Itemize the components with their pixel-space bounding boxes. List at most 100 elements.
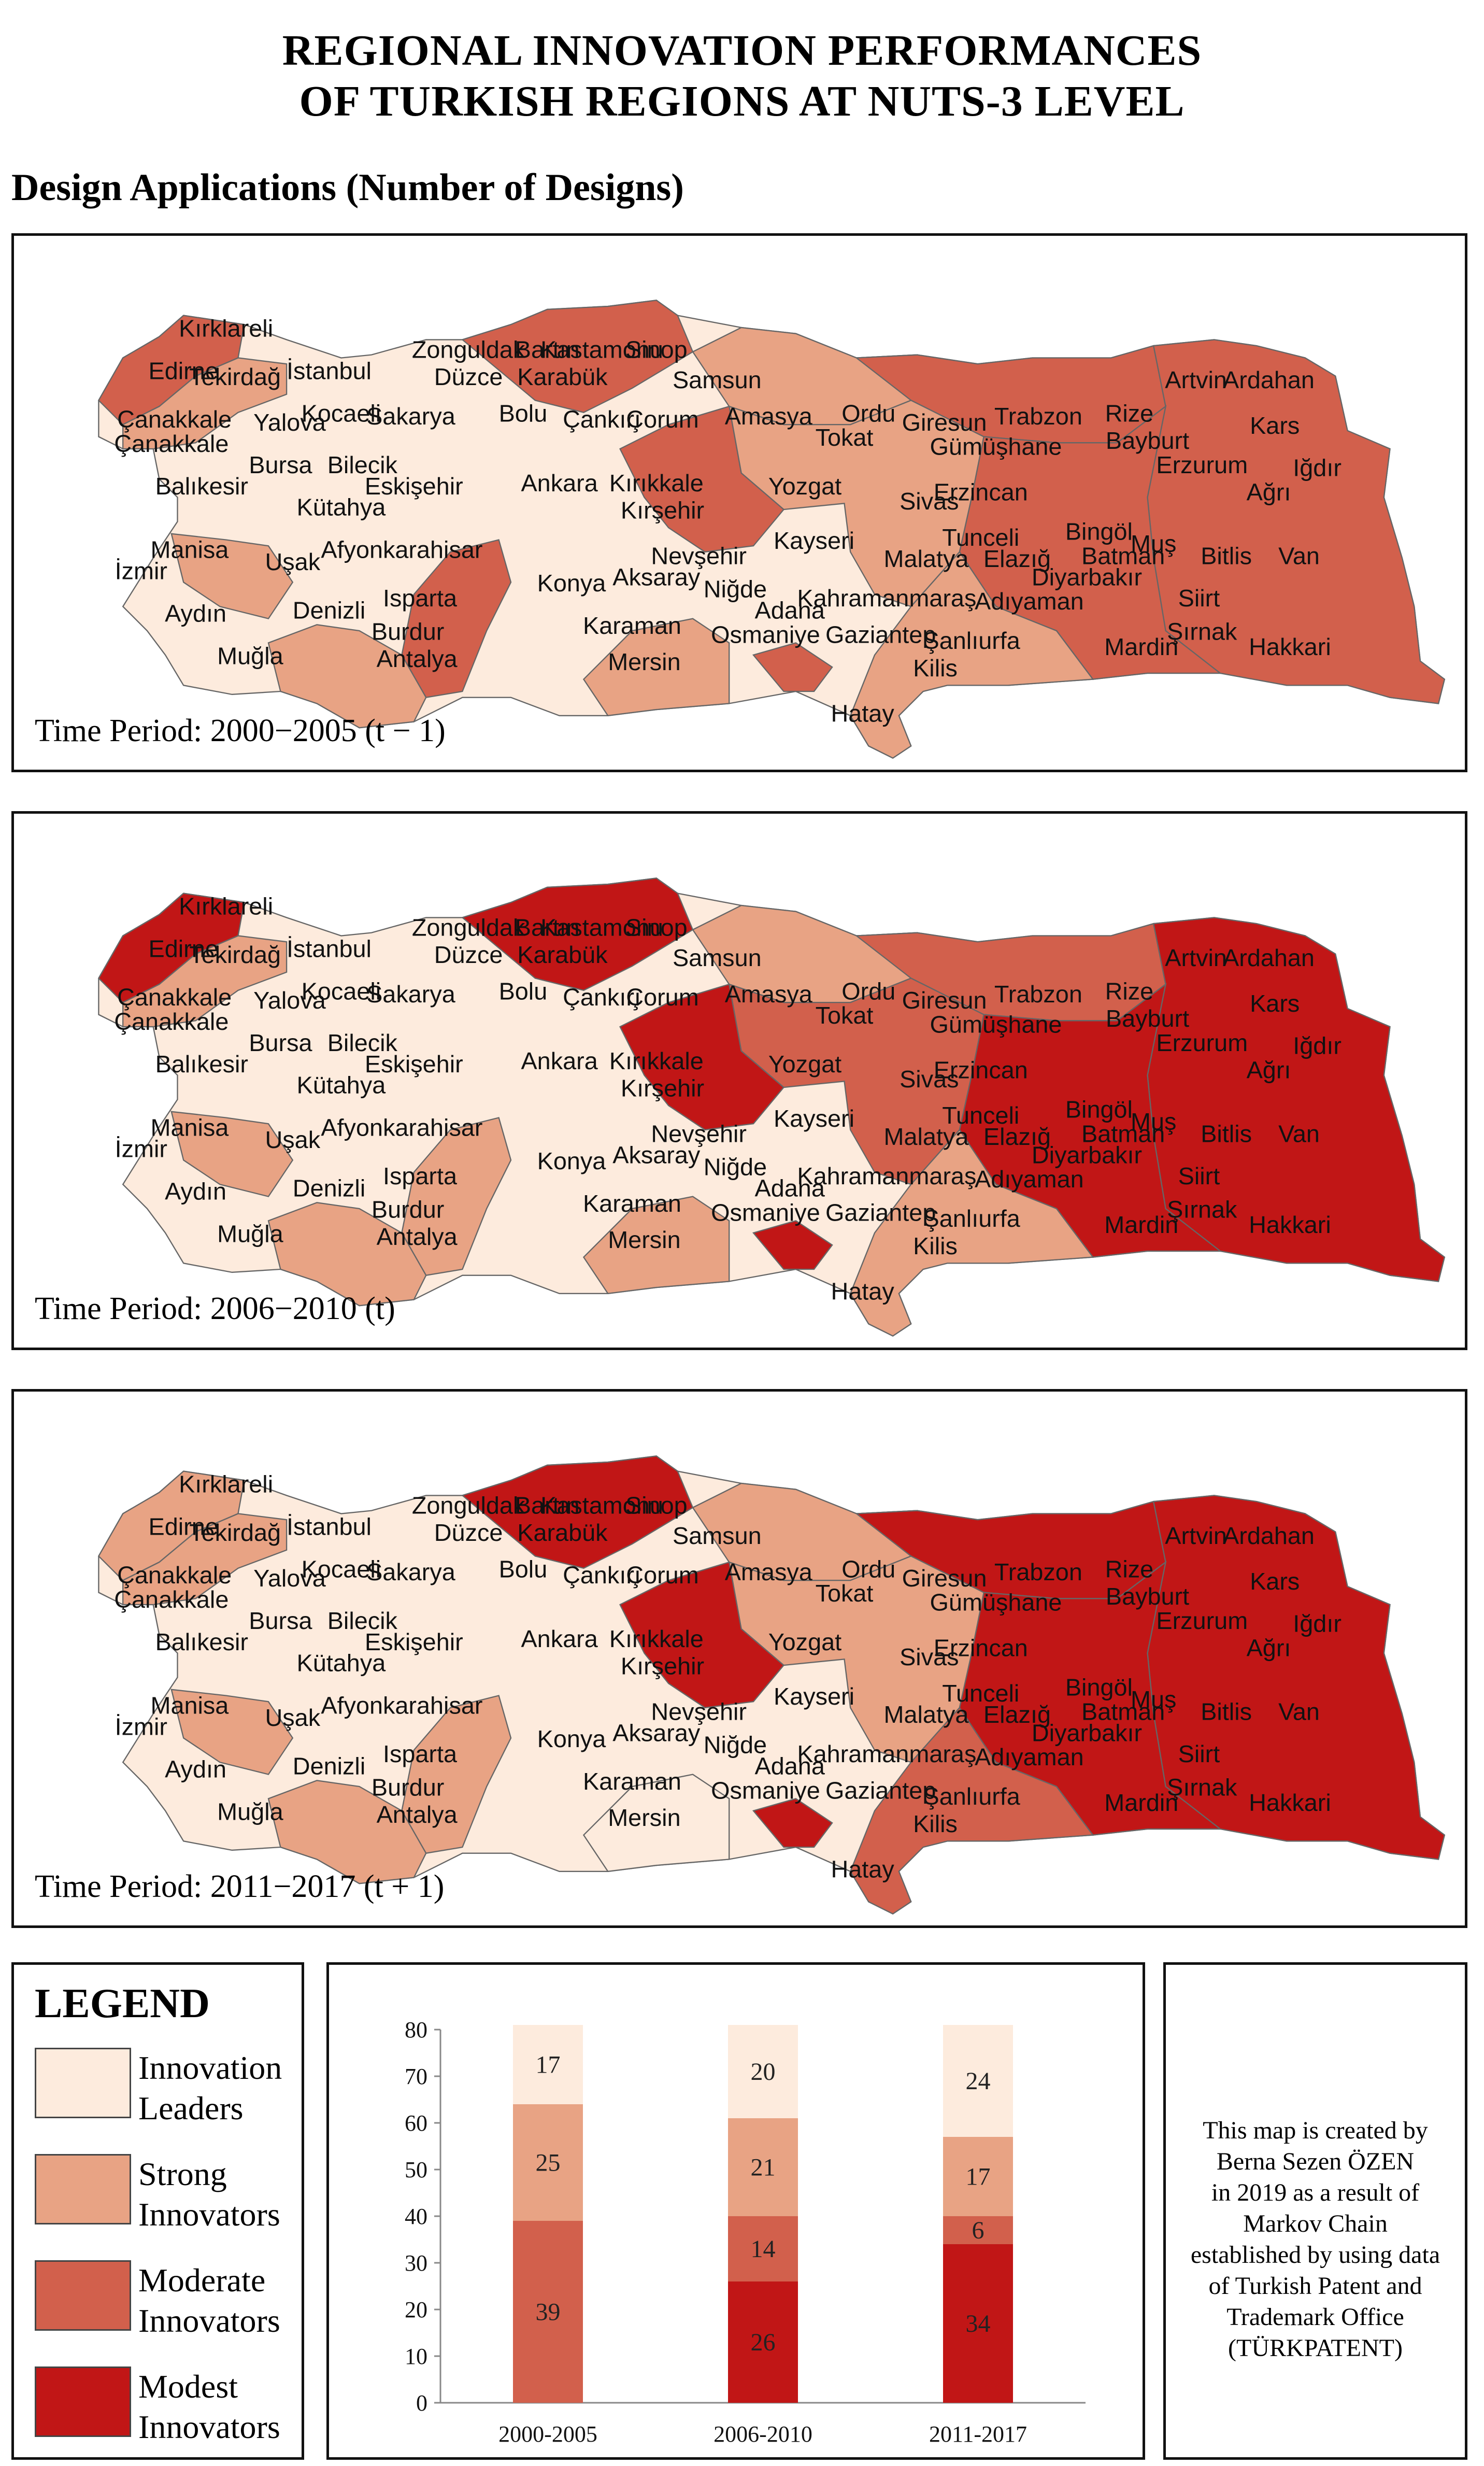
province-label: Manisa — [150, 1114, 229, 1141]
legend-leaders-line1: Innovation — [138, 2049, 282, 2086]
bar-value-label: 14 — [751, 2235, 776, 2263]
province-label: Rize — [1105, 1555, 1154, 1582]
province-label: Aydın — [165, 1178, 226, 1204]
province-label: Osmaniye — [711, 1199, 820, 1226]
province-label: Bartın — [515, 914, 580, 941]
province-label: Çankırı — [563, 406, 641, 433]
province-label: Hatay — [831, 1278, 894, 1305]
province-label: Bingöl — [1065, 1674, 1133, 1701]
province-label: Gümüşhane — [930, 1011, 1062, 1038]
legend-box: LEGEND Innovation Leaders Strong Innovat… — [11, 1962, 304, 2460]
region-zone — [122, 1513, 288, 1606]
province-label: Diyarbakır — [1032, 563, 1142, 590]
province-label: Yalova — [253, 987, 326, 1014]
province-label: Sinop — [625, 336, 688, 363]
province-label: Ardahan — [1223, 1522, 1315, 1549]
province-label: Diyarbakır — [1032, 1141, 1142, 1168]
province-label: Van — [1278, 1698, 1320, 1725]
province-label: Siirt — [1178, 585, 1220, 612]
province-label: Sakarya — [366, 1558, 456, 1585]
region-zone — [728, 400, 984, 607]
province-label: Siirt — [1178, 1740, 1220, 1767]
chart-box: 0102030405060708003925172000-20052614212… — [326, 1962, 1145, 2460]
province-label: Erzincan — [934, 478, 1028, 505]
province-label: Tekirdağ — [189, 1519, 281, 1546]
province-label: Erzincan — [934, 1056, 1028, 1083]
province-label: Şırnak — [1167, 1196, 1237, 1223]
province-label: Kastamonu — [540, 1492, 663, 1519]
province-label: Ağrı — [1247, 1056, 1291, 1083]
province-label: Kırşehir — [621, 497, 704, 524]
province-label: Balıkesir — [155, 473, 248, 500]
province-label: Batman — [1081, 542, 1165, 569]
province-label: Malatya — [884, 545, 969, 572]
province-label: Ankara — [521, 1625, 598, 1652]
province-label: Aydın — [165, 1755, 226, 1782]
province-label: Gaziantep — [825, 1777, 936, 1804]
credit-note-box: This map is created by Berna Sezen ÖZEN in… — [1163, 1962, 1467, 2460]
province-label: Balıkesir — [155, 1628, 248, 1655]
province-label: Sakarya — [366, 981, 456, 1008]
region-zone — [619, 983, 785, 1131]
province-label: Erzincan — [934, 1634, 1028, 1661]
province-label: Ardahan — [1223, 944, 1315, 971]
region-zone — [267, 1780, 427, 1884]
province-label: Şanlıurfa — [923, 1205, 1021, 1232]
legend-modest-line1: Modest — [138, 2368, 238, 2405]
province-label: Hatay — [831, 1856, 894, 1883]
province-label: Muş — [1131, 1108, 1176, 1135]
province-label: Burdur — [372, 618, 444, 645]
province-label: Ordu — [841, 1555, 895, 1582]
map-panel-2: Kırklareli Edirne Tekirdağ İstanbul Çanakkal… — [11, 811, 1467, 1350]
y-tick-label: 60 — [405, 2110, 427, 2136]
region-zone — [267, 624, 427, 729]
province-label: Trabzon — [994, 981, 1082, 1008]
province-label: Şırnak — [1167, 618, 1237, 645]
province-label: Isparta — [383, 1740, 458, 1767]
y-tick-label: 10 — [405, 2344, 427, 2369]
province-label: Şırnak — [1167, 1774, 1237, 1801]
province-label: Karabük — [517, 363, 608, 390]
legend-title: LEGEND — [35, 1981, 210, 2026]
region-zone — [461, 1455, 694, 1569]
province-label: Nevşehir — [651, 542, 747, 569]
province-label: Nevşehir — [651, 1698, 747, 1725]
region-zone — [619, 405, 785, 553]
province-label: Karabük — [517, 941, 608, 968]
province-label: Bilecik — [327, 1029, 398, 1056]
province-label: Adana — [755, 1753, 825, 1780]
province-label: Kastamonu — [540, 336, 663, 363]
region-zone — [619, 1561, 785, 1709]
province-label: Aksaray — [612, 1141, 701, 1168]
province-label: Yozgat — [768, 473, 841, 500]
region-zone — [461, 300, 694, 414]
bar-segment — [943, 2216, 1013, 2244]
bar-value-label: 17 — [966, 2163, 991, 2191]
province-label: Adıyaman — [975, 1166, 1084, 1193]
province-label: İzmir — [115, 1136, 167, 1163]
province-label: Artvin — [1165, 366, 1227, 393]
province-label: Amasya — [725, 981, 813, 1008]
province-label: Adana — [755, 1175, 825, 1202]
province-label: Bayburt — [1106, 1583, 1189, 1610]
province-label: Niğde — [704, 576, 767, 603]
province-label: Manisa — [150, 1692, 229, 1719]
province-label: Muğla — [217, 1220, 283, 1247]
province-label: Bolu — [499, 977, 548, 1004]
province-label: İstanbul — [287, 1513, 372, 1540]
y-tick-label: 40 — [405, 2204, 427, 2229]
province-label: Sinop — [625, 914, 688, 941]
bar-value-label: 34 — [966, 2310, 991, 2337]
bar-value-label: 25 — [536, 2149, 561, 2177]
province-label: Van — [1278, 1120, 1320, 1147]
province-label: Şanlıurfa — [923, 627, 1021, 654]
region-zone — [170, 1111, 294, 1197]
province-label: Tunceli — [942, 1680, 1019, 1707]
bar-segment — [728, 2216, 798, 2281]
legend-label-moderate: Moderate Innovators — [138, 2260, 280, 2341]
bar-segment — [943, 2244, 1013, 2403]
province-label: Sivas — [900, 488, 959, 515]
province-label: Bursa — [249, 451, 312, 478]
